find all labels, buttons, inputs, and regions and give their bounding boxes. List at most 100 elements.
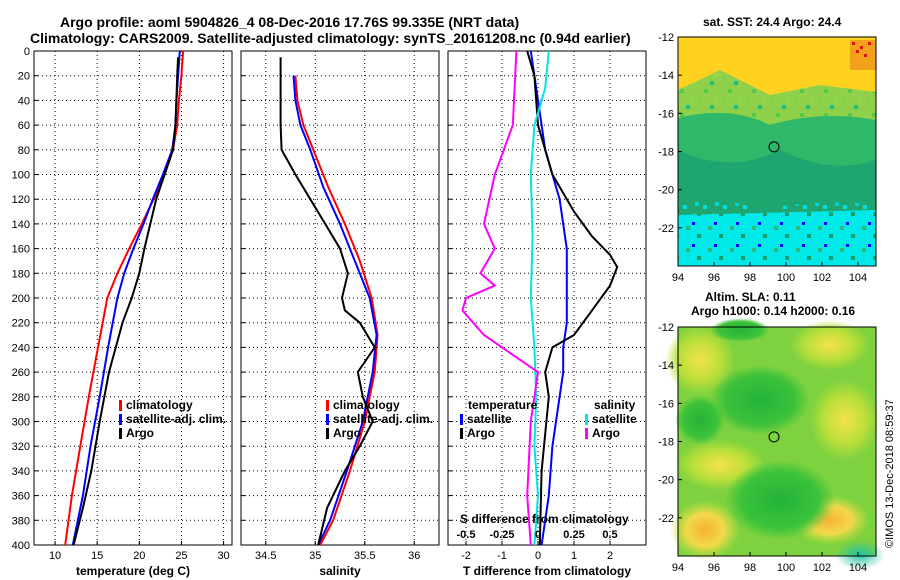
altimetry-map-panel: Altim. SLA: 0.11 Argo h1000: 0.14 h2000:… [658,290,885,574]
map-x-tick-label: 104 [849,562,867,574]
y-tick-label: 140 [12,219,30,231]
legend-label: satellite-adj. clim. [126,412,226,426]
legend-label: climatology [126,398,193,412]
watermark: ©IMOS 13-Dec-2018 08:59:37 [884,399,896,548]
top-tick-label: 0.25 [563,529,584,541]
y-tick-label: 260 [12,367,30,379]
salinity-panel: 34.5 35 35.5 36 salinity climatologysatellite… [240,50,440,578]
map-y-tick-label: -18 [658,147,674,159]
legend-swatch [585,414,588,425]
series-line-argo [279,57,376,546]
x-tick-label: 34.5 [255,550,276,562]
map-x-tick-label: 98 [744,272,756,284]
altimetry-title-line2: Argo h1000: 0.14 h2000: 0.16 [691,304,855,318]
series-line-temperature-argo [526,50,619,546]
x-tick-label: 30 [217,550,229,562]
legend-swatch [326,428,329,439]
y-tick-label: 200 [12,293,30,305]
legend-label: Argo [333,426,361,440]
top-tick-label: -0.5 [457,529,476,541]
map-x-tick-label: 104 [849,272,867,284]
legend-swatch [119,428,122,439]
map-y-tick-label: -16 [658,398,674,410]
map-x-tick-label: 96 [708,562,720,574]
argo-location-marker [768,431,780,443]
x-tick-label: 25 [175,550,187,562]
x-tick-label: 0 [535,550,541,562]
x-tick-label: 35.5 [354,550,375,562]
series-line-salinity-argo [461,50,540,546]
series-line-climatology [64,50,185,546]
map-x-tick-label: 100 [777,272,795,284]
argo-location-marker [768,141,780,153]
series-line-salinity-satellite [529,50,550,546]
x-tick-label: 10 [49,550,61,562]
x-axis-label: T difference from climatology [463,564,631,578]
series-line-argo [72,57,180,546]
x-tick-label: 2 [607,550,613,562]
x-tick-label: 15 [91,550,103,562]
x-tick-label: 20 [133,550,145,562]
map-x-tick-label: 102 [813,562,831,574]
map-y-tick-label: -22 [658,513,674,525]
y-tick-label: 120 [12,194,30,206]
legend-title-temperature: temperature [468,398,538,412]
altimetry-title-line1: Altim. SLA: 0.11 [705,290,796,304]
legend-label: Argo [592,426,620,440]
x-tick-label: 36 [408,550,420,562]
map-y-tick-label: -22 [658,223,674,235]
legend-label: Argo [467,426,495,440]
y-tick-label: 320 [12,441,30,453]
map-y-tick-label: -18 [658,437,674,449]
map-x-tick-label: 96 [708,272,720,284]
x-tick-label: 35 [309,550,321,562]
top-tick-label: 0 [535,529,541,541]
y-tick-label: 300 [12,417,30,429]
y-tick-label: 400 [12,540,30,552]
y-tick-label: 380 [12,515,30,527]
sst-map-title: sat. SST: 24.4 Argo: 24.4 [703,15,842,29]
map-y-tick-label: -14 [658,70,674,82]
y-tick-label: 360 [12,491,30,503]
legend-label: climatology [333,398,400,412]
top-tick-label: -0.25 [489,529,514,541]
y-tick-label: 240 [12,342,30,354]
figure-title-line2: Climatology: CARS2009. Satellite-adjuste… [30,30,631,46]
y-tick-label: 60 [18,120,30,132]
sst-map-axes: 94 96 98 100 102 104 -12 -14 -16 -18 -20 -22 [658,32,877,284]
series-line-satellite-adj-clim- [292,75,378,546]
x-tick-label: -1 [497,550,507,562]
sst-map-panel: sat. SST: 24.4 Argo: 24.4 94 96 98 100 102 10… [658,15,877,284]
y-tick-label: 280 [12,392,30,404]
map-y-tick-label: -20 [658,185,674,197]
legend-title-salinity: salinity [594,398,636,412]
map-y-tick-label: -12 [658,322,674,334]
difference-panel: -2 -1 0 1 2 T difference from climatology temp… [447,50,647,578]
y-tick-label: 40 [18,95,30,107]
legend-swatch [460,414,463,425]
map-x-tick-label: 94 [672,562,684,574]
map-y-tick-label: -20 [658,475,674,487]
y-tick-label: 100 [12,170,30,182]
legend-swatch [585,428,588,439]
map-y-tick-label: -12 [658,32,674,44]
x-axis-label: temperature (deg C) [76,564,190,578]
temperature-panel: 0 20 40 60 80 100 120 140 160 180 200 220 240 260 280 3… [12,46,233,578]
y-tick-label: 160 [12,244,30,256]
legend-label: satellite [467,412,512,426]
map-x-tick-label: 94 [672,272,684,284]
y-tick-label: 20 [18,71,30,83]
legend-swatch [460,428,463,439]
x-tick-label: 1 [571,550,577,562]
map-x-tick-label: 98 [744,562,756,574]
x-axis-label: salinity [319,564,361,578]
altimetry-map-axes: 94 96 98 100 102 104 -12 -14 -16 -18 -20 -22 [658,322,877,574]
legend-swatch [326,400,329,411]
map-x-tick-label: 100 [777,562,795,574]
sst-map-image [678,37,876,266]
map-y-tick-label: -16 [658,108,674,120]
y-tick-label: 80 [18,145,30,157]
altimetry-map-image [665,318,885,570]
map-y-tick-label: -14 [658,360,674,372]
